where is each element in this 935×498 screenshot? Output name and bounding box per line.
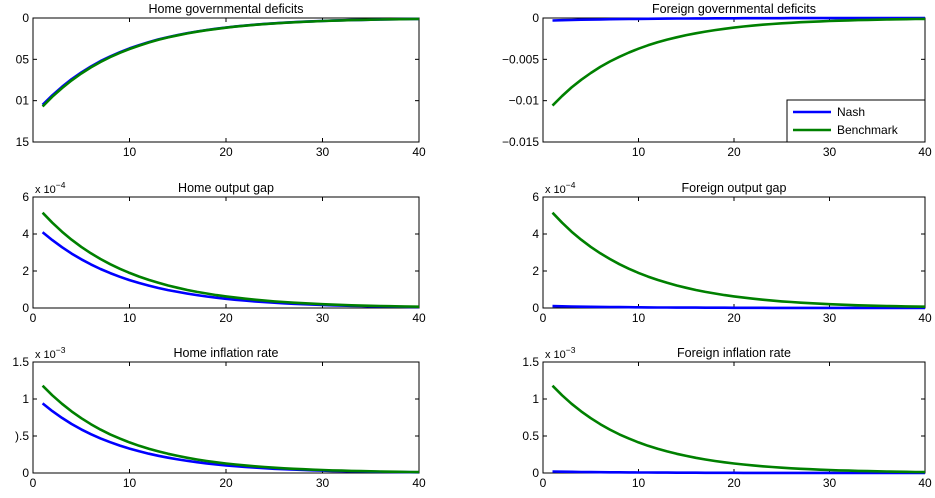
axes-box — [32, 361, 420, 474]
x-tick-label: 20 — [219, 476, 233, 490]
panel-5: Home inflation rate 0 ).5 1 1.5 0 10 20 30 40 x 10… — [12, 345, 426, 490]
y-tick-label: 6 — [22, 190, 29, 204]
series-line-nash — [552, 16, 925, 22]
x-tick-label: 20 — [727, 311, 741, 325]
y-tick-label: 4 — [22, 227, 29, 241]
x-tick-label: 0 — [30, 311, 37, 325]
y-tick-label: −0.015 — [502, 135, 539, 149]
y-tick-label: 0 — [532, 466, 539, 480]
x-tick-label: 10 — [123, 476, 137, 490]
legend-label: Benchmark — [837, 123, 899, 137]
axes-box — [542, 196, 926, 309]
y-tick-label: 2 — [532, 264, 539, 278]
y-tick-label: 1.5 — [12, 355, 29, 369]
series-line-nash — [552, 470, 925, 475]
x-tick-label: 0 — [540, 476, 547, 490]
y-exponent-label: x 10−3 — [35, 345, 66, 361]
y-tick-label: 1.5 — [522, 355, 539, 369]
x-tick-label: 10 — [123, 145, 137, 159]
series-line-benchmark — [551, 17, 926, 107]
chart-title: Foreign output gap — [682, 181, 787, 195]
y-tick-label: 0 — [532, 301, 539, 315]
x-tick-label: 30 — [316, 476, 330, 490]
series-line-benchmark — [551, 211, 926, 308]
chart-title: Foreign governmental deficits — [652, 2, 816, 16]
x-tick-label: 40 — [918, 145, 932, 159]
series-line-benchmark — [551, 384, 926, 474]
x-tick-label: 30 — [316, 145, 330, 159]
panel-2: Foreign governmental deficits 0 −0.005 −0.0… — [502, 2, 932, 159]
y-tick-label: 01 — [16, 94, 30, 108]
x-tick-label: 10 — [632, 476, 646, 490]
panel-4: Foreign output gap 0 2 4 6 0 10 20 30 40 x 10−4 — [532, 180, 932, 325]
x-tick-label: 20 — [219, 311, 233, 325]
chart-title: Home inflation rate — [174, 346, 279, 360]
y-tick-label: 0 — [22, 301, 29, 315]
legend: Nash Benchmark — [786, 99, 926, 143]
y-tick-label: 0 — [22, 466, 29, 480]
axes-box — [542, 361, 926, 474]
x-tick-label: 20 — [219, 145, 233, 159]
legend-label: Nash — [837, 105, 865, 119]
x-tick-label: 10 — [123, 311, 137, 325]
x-tick-label: 30 — [823, 145, 837, 159]
y-tick-label: 1 — [532, 392, 539, 406]
panel-6: Foreign inflation rate 0 0.5 1 1.5 0 10 20 30 40 x… — [522, 345, 932, 490]
y-exponent-label: x 10−4 — [35, 180, 66, 196]
y-tick-label: 4 — [532, 227, 539, 241]
x-tick-label: 10 — [632, 145, 646, 159]
axes-box — [32, 17, 420, 143]
x-tick-label: 0 — [30, 476, 37, 490]
chart-title: Home governmental deficits — [149, 2, 304, 16]
x-tick-label: 40 — [412, 145, 426, 159]
y-tick-label: 6 — [532, 190, 539, 204]
y-tick-label: 2 — [22, 264, 29, 278]
y-exponent-label: x 10−3 — [545, 345, 576, 361]
x-tick-label: 20 — [727, 145, 741, 159]
x-tick-label: 10 — [632, 311, 646, 325]
panel-1: Home governmental deficits 0 05 01 15 10 20 30 4… — [16, 2, 426, 159]
y-tick-label: ).5 — [15, 429, 29, 443]
x-tick-label: 30 — [823, 311, 837, 325]
panel-3: Home output gap 0 2 4 6 0 10 20 30 40 x 10−4 — [22, 180, 426, 325]
chart-title: Home output gap — [178, 181, 274, 195]
y-tick-label: 05 — [16, 52, 30, 66]
y-tick-label: 0 — [22, 11, 29, 25]
y-tick-label: −0.01 — [509, 94, 540, 108]
legend-box — [786, 99, 926, 143]
series-line-benchmark — [41, 211, 420, 308]
y-tick-label: 0 — [532, 11, 539, 25]
series-line-benchmark — [41, 17, 420, 108]
x-tick-label: 30 — [316, 311, 330, 325]
y-tick-label: −0.005 — [502, 52, 539, 66]
x-tick-label: 0 — [540, 311, 547, 325]
x-tick-label: 20 — [727, 476, 741, 490]
chart-title: Foreign inflation rate — [677, 346, 791, 360]
x-tick-label: 40 — [412, 476, 426, 490]
y-tick-label: 15 — [16, 135, 30, 149]
x-tick-label: 40 — [918, 311, 932, 325]
y-exponent-label: x 10−4 — [545, 180, 576, 196]
series-line-nash — [552, 304, 925, 310]
x-tick-label: 40 — [918, 476, 932, 490]
y-tick-label: 1 — [22, 392, 29, 406]
y-tick-label: 0.5 — [522, 429, 539, 443]
x-tick-label: 30 — [823, 476, 837, 490]
series-line-benchmark — [41, 384, 420, 474]
x-tick-label: 40 — [412, 311, 426, 325]
